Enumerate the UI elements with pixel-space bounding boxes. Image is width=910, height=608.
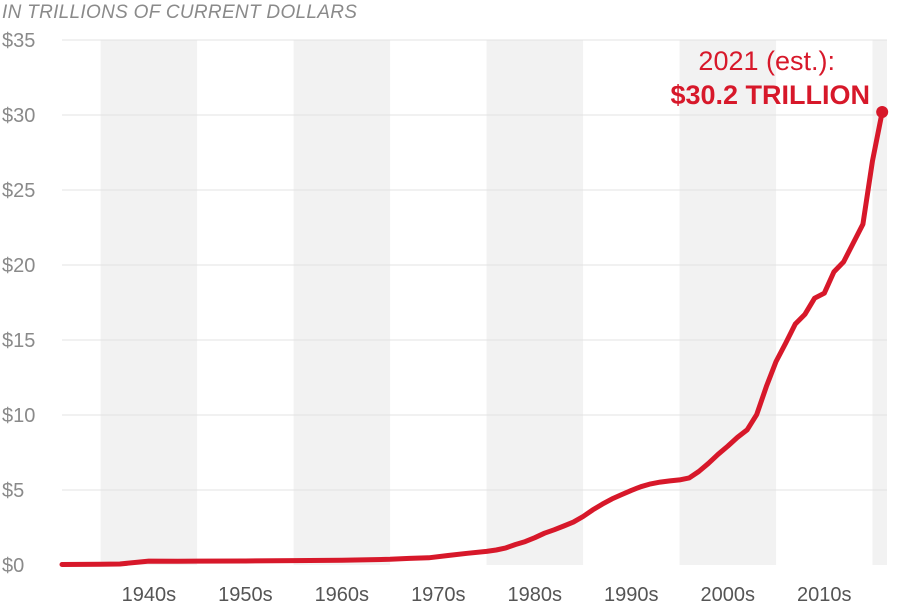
x-tick-label: 2000s xyxy=(701,584,756,606)
y-tick-label: $30 xyxy=(2,105,35,127)
end-point-marker xyxy=(876,106,889,118)
annotation-year-label: 2021 (est.): xyxy=(698,46,835,76)
y-tick-label: $20 xyxy=(2,255,35,277)
x-axis-labels: 1940s 1950s 1960s 1970s 1980s 1990s 2000s 2010s xyxy=(122,584,852,606)
x-tick-label: 1940s xyxy=(122,584,177,606)
decade-bands xyxy=(100,40,887,565)
x-tick-label: 1990s xyxy=(604,584,659,606)
x-tick-label: 1970s xyxy=(411,584,466,606)
x-tick-label: 1960s xyxy=(315,584,370,606)
decade-band xyxy=(486,40,584,565)
chart-subtitle: IN TRILLIONS OF CURRENT DOLLARS xyxy=(2,2,357,23)
decade-band xyxy=(100,40,198,565)
y-tick-label: $0 xyxy=(2,555,24,577)
x-tick-label: 1950s xyxy=(218,584,273,606)
decade-band xyxy=(679,40,777,565)
y-tick-label: $5 xyxy=(2,480,24,502)
y-tick-label: $10 xyxy=(2,405,35,427)
decade-band xyxy=(872,40,887,565)
decade-band xyxy=(293,40,391,565)
y-tick-label: $25 xyxy=(2,180,35,202)
series-line xyxy=(59,109,885,567)
y-tick-label: $35 xyxy=(2,30,35,52)
y-tick-label: $15 xyxy=(2,330,35,352)
y-gridlines xyxy=(62,39,887,491)
y-axis-labels: $0 $5 $10 $15 $20 $25 $30 $35 xyxy=(2,30,35,577)
annotation-value-label: $30.2 TRILLION xyxy=(670,80,870,110)
x-tick-label: 1980s xyxy=(508,584,563,606)
x-tick-label: 2010s xyxy=(797,584,852,606)
